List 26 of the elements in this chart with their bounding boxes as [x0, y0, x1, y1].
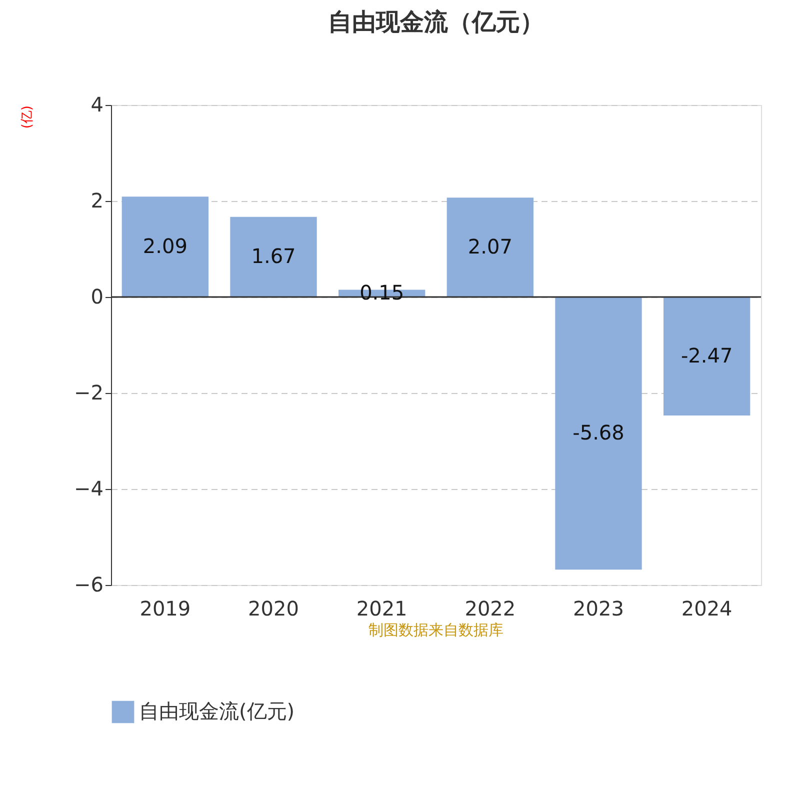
y-axis-title: (亿) [20, 106, 36, 129]
x-tick-label: 2019 [140, 596, 191, 620]
y-tick-label: 2 [90, 188, 104, 212]
x-tick-label: 2023 [573, 596, 624, 620]
bar [230, 216, 317, 297]
data-label: 2.09 [142, 234, 188, 258]
x-tick-label: 2024 [681, 596, 732, 620]
y-tick-label: −4 [74, 476, 104, 500]
chart-title: 自由现金流（亿元） [328, 8, 544, 36]
data-label: 2.07 [468, 234, 512, 258]
bar [555, 297, 642, 570]
data-label: -2.47 [680, 343, 733, 368]
bar [446, 198, 534, 297]
y-tick-label: −6 [74, 572, 104, 596]
text: 制图数据来自数据库 [368, 621, 504, 639]
bar [122, 196, 208, 297]
y-tick-label: −2 [74, 380, 104, 404]
bar [664, 297, 750, 416]
y-tick-label: 0 [90, 284, 104, 308]
x-tick-label: 2022 [464, 596, 516, 620]
data-label: -5.68 [572, 420, 624, 444]
legend-label: 自由现金流(亿元) [139, 699, 295, 723]
data-label: 1.67 [251, 244, 296, 268]
x-tick-label: 2020 [248, 596, 299, 620]
y-tick-label: 4 [90, 92, 104, 116]
x-tick-label: 2021 [356, 596, 408, 620]
